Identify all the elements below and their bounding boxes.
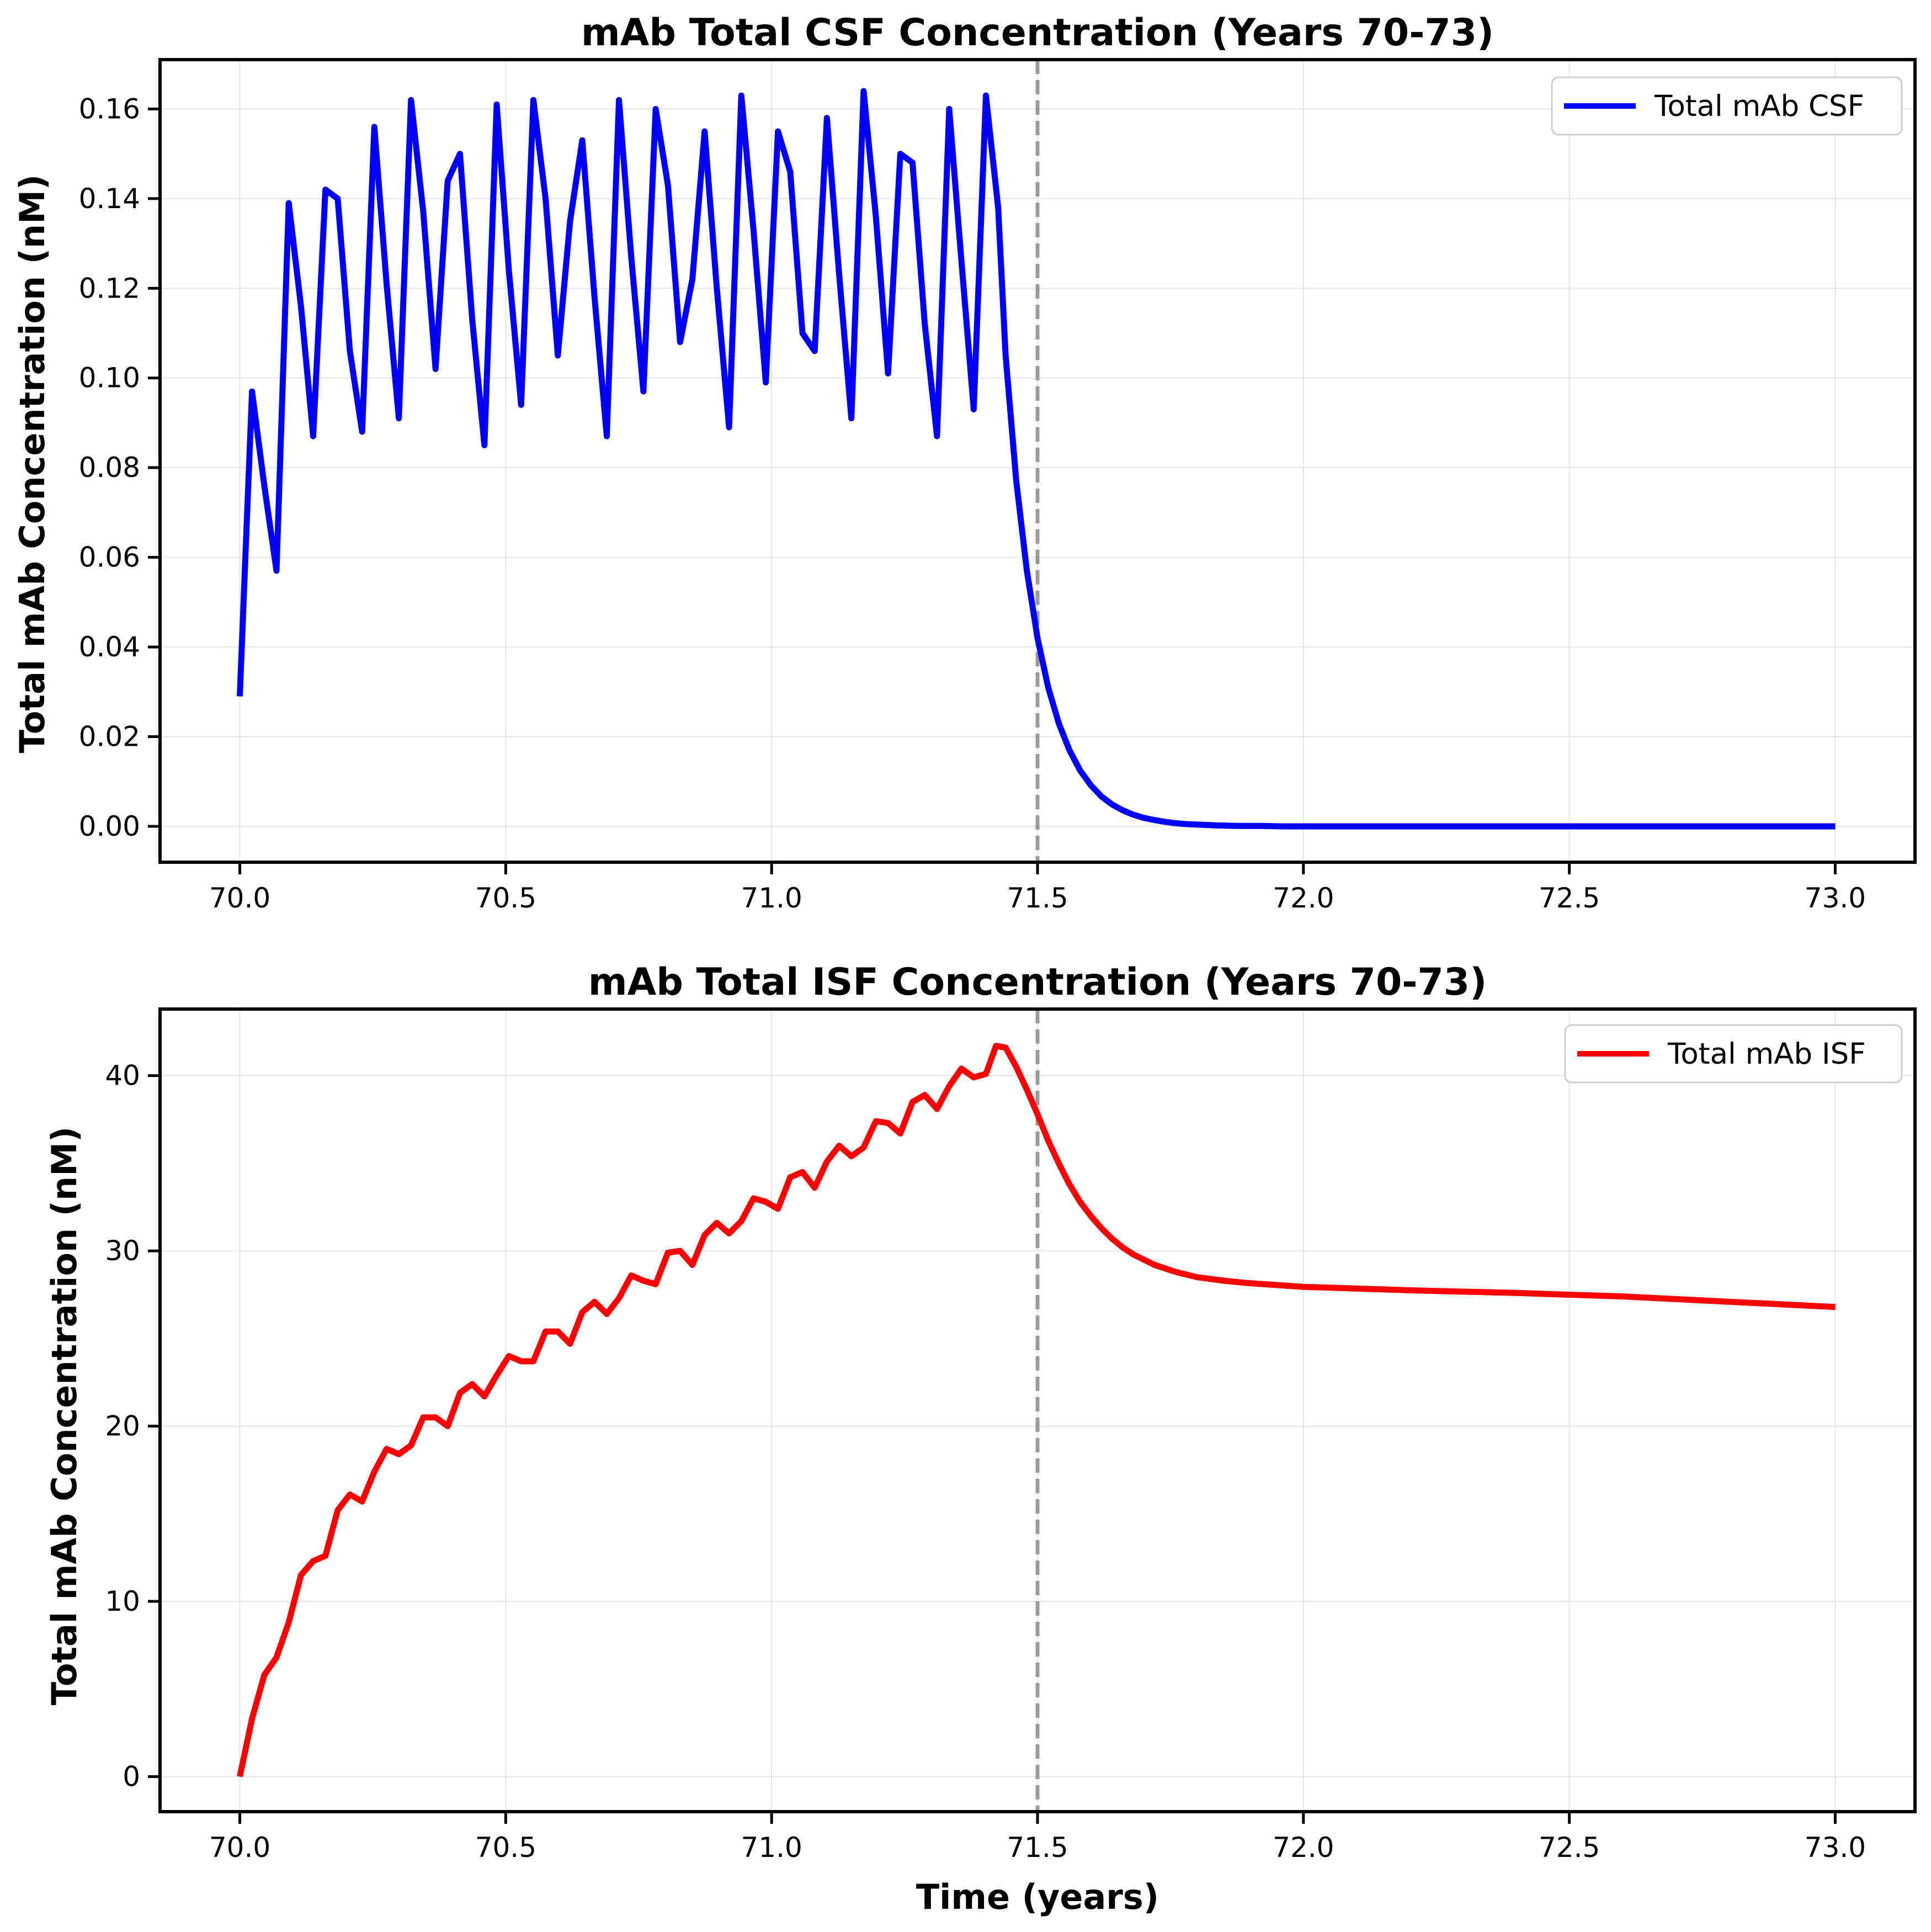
csf-legend-label: Total mAb CSF [1654, 89, 1864, 123]
csf-y-tick-label-8: 0.16 [79, 93, 140, 125]
isf-x-ticks: 70.0 70.5 71.0 71.5 72.0 72.5 73.0 [209, 1812, 1866, 1864]
isf-legend-label: Total mAb ISF [1667, 1037, 1866, 1071]
isf-y-tick-label-1: 10 [105, 1585, 140, 1617]
csf-x-tick-label-1: 70.5 [475, 882, 536, 914]
isf-x-tick-label-2: 71.0 [741, 1832, 802, 1864]
csf-y-tick-label-2: 0.04 [79, 631, 140, 663]
csf-x-tick-label-0: 70.0 [209, 882, 270, 914]
isf-legend: Total mAb ISF [1564, 1024, 1903, 1084]
isf-legend-box [1564, 1024, 1903, 1084]
isf-y-tick-label-0: 0 [123, 1761, 140, 1793]
csf-y-tick-label-6: 0.12 [79, 272, 140, 304]
csf-y-ticks: 0.00 0.02 0.04 0.06 0.08 0.10 0.12 0.14 0.16 [79, 93, 160, 842]
csf-y-tick-label-1: 0.02 [79, 721, 140, 753]
isf-y-axis-label: Total mAb Concentration (nM) [44, 1127, 84, 1705]
csf-y-tick-label-0: 0.00 [79, 810, 140, 842]
isf-x-tick-label-5: 72.5 [1539, 1832, 1600, 1864]
csf-legend-box [1551, 76, 1903, 136]
isf-x-tick-label-3: 71.5 [1007, 1832, 1068, 1864]
csf-y-tick-label-3: 0.06 [79, 542, 140, 574]
isf-x-tick-label-4: 72.0 [1273, 1832, 1334, 1864]
isf-x-tick-label-0: 70.0 [209, 1832, 270, 1864]
isf-y-tick-label-3: 30 [105, 1235, 140, 1267]
csf-x-tick-label-3: 71.5 [1007, 882, 1068, 914]
csf-x-tick-label-6: 73.0 [1805, 882, 1866, 914]
csf-x-ticks: 70.0 70.5 71.0 71.5 72.0 72.5 73.0 [209, 862, 1866, 914]
isf-title: mAb Total ISF Concentration (Years 70-73… [588, 960, 1487, 1004]
csf-y-axis-label: Total mAb Concentration (nM) [12, 174, 52, 753]
isf-x-tick-label-6: 73.0 [1805, 1832, 1866, 1864]
csf-legend: Total mAb CSF [1551, 76, 1903, 136]
csf-series-line-0 [237, 88, 1836, 830]
csf-y-tick-label-5: 0.10 [79, 362, 140, 394]
isf-y-tick-label-4: 40 [105, 1060, 140, 1092]
isf-y-ticks: 0 10 20 30 40 [105, 1060, 160, 1793]
isf-x-axis-label: Time (years) [916, 1877, 1159, 1917]
isf-panel: 70.0 70.5 71.0 71.5 72.0 72.5 73.0 0 10 20 30 40 m… [44, 960, 1917, 1917]
isf-y-tick-label-2: 20 [105, 1410, 140, 1442]
isf-x-tick-label-1: 70.5 [475, 1832, 536, 1864]
csf-x-tick-label-2: 71.0 [741, 882, 802, 914]
csf-panel: 70.0 70.5 71.0 71.5 72.0 72.5 73.0 0.000.020.0… [12, 11, 1917, 914]
csf-x-tick-label-4: 72.0 [1273, 882, 1334, 914]
csf-title: mAb Total CSF Concentration (Years 70-73… [581, 11, 1494, 55]
csf-y-tick-label-4: 0.08 [79, 452, 140, 484]
csf-y-tick-label-7: 0.14 [79, 183, 140, 215]
csf-x-tick-label-5: 72.5 [1539, 882, 1600, 914]
csf-series [237, 88, 1836, 830]
isf-series [237, 1043, 1836, 1777]
isf-series-line-0 [237, 1043, 1836, 1777]
